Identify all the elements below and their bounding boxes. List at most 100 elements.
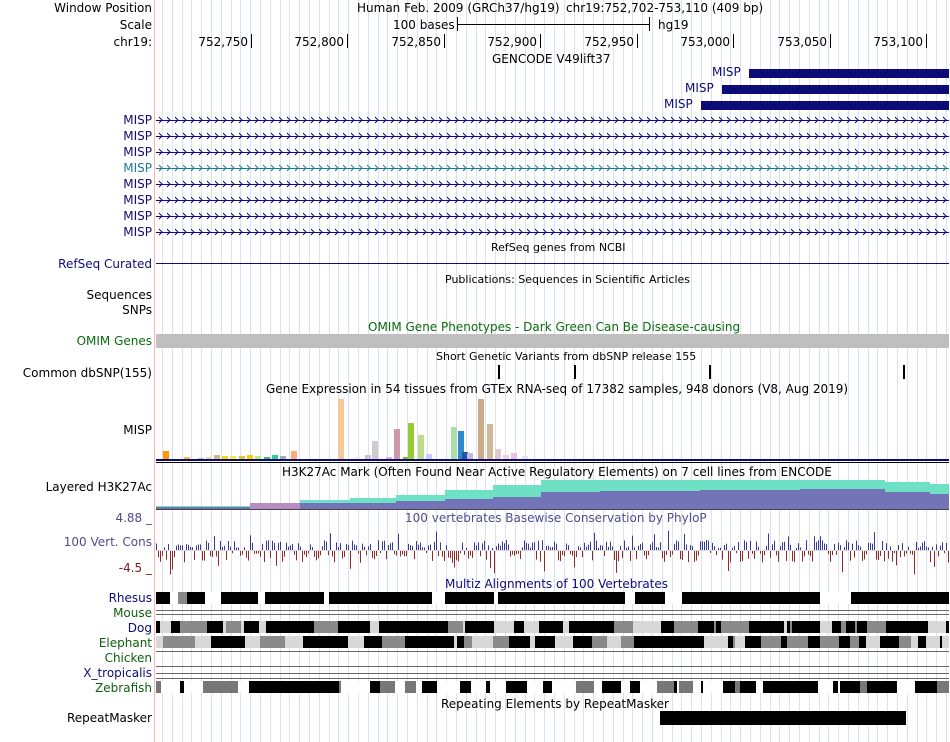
conservation-positive-bar: [278, 542, 279, 550]
conservation-positive-bar: [356, 545, 357, 550]
refseq-track-title: RefSeq genes from NCBI: [491, 241, 626, 254]
dbsnp-track-label[interactable]: Common dbSNP(155): [22, 366, 152, 380]
conservation-negative-bar: [944, 551, 945, 554]
alignment-block: [509, 636, 527, 648]
transcript-label[interactable]: MISP: [123, 177, 152, 191]
conservation-positive-bar: [818, 540, 819, 550]
conservation-positive-bar: [756, 541, 757, 550]
scale-bar-end: [649, 17, 650, 31]
conservation-positive-bar: [408, 543, 409, 550]
alignment-block: [187, 592, 189, 604]
conservation-positive-bar: [596, 540, 597, 550]
conservation-positive-bar: [190, 546, 191, 550]
species-label-elephant[interactable]: Elephant: [98, 636, 152, 650]
species-label-mouse[interactable]: Mouse: [113, 606, 152, 620]
repeatmasker-track-label[interactable]: RepeatMasker: [66, 711, 152, 725]
conservation-positive-bar: [626, 547, 627, 550]
alignment-block: [189, 592, 205, 604]
ruler-tick-mark: [347, 34, 348, 48]
alignment-block: [783, 636, 787, 648]
transcript-label[interactable]: MISP: [123, 113, 152, 127]
refseq-track-label[interactable]: RefSeq Curated: [58, 257, 152, 271]
alignment-block: [240, 592, 247, 604]
conservation-track-label[interactable]: 100 Vert. Cons: [63, 535, 152, 549]
conservation-negative-bar: [574, 551, 575, 568]
gtex-track-label[interactable]: MISP: [123, 423, 152, 437]
h3k27ac-track-label[interactable]: Layered H3K27Ac: [45, 480, 152, 494]
ruler-tick-mark: [733, 34, 734, 48]
alignment-block: [554, 621, 563, 633]
conservation-positive-bar: [826, 544, 827, 550]
alignment-block: [857, 621, 867, 633]
species-label-rhesus[interactable]: Rhesus: [108, 591, 152, 605]
species-label-chicken[interactable]: Chicken: [104, 651, 152, 665]
alignment-block: [265, 592, 268, 604]
conservation-negative-bar: [576, 551, 577, 558]
alignment-block: [166, 681, 180, 693]
alignment-block: [820, 621, 832, 633]
conservation-positive-bar: [590, 541, 591, 550]
conservation-positive-bar: [390, 543, 391, 550]
transcript-label[interactable]: MISP: [123, 225, 152, 239]
gencode-gene-label[interactable]: MISP: [685, 81, 714, 95]
conservation-positive-bar: [522, 547, 523, 550]
conservation-negative-bar: [306, 551, 307, 558]
transcript-label[interactable]: MISP: [123, 129, 152, 143]
base-grid-line: [299, 0, 300, 742]
conservation-negative-bar: [332, 551, 333, 557]
species-label-xtropicalis[interactable]: X_tropicalis: [83, 666, 152, 680]
gtex-tissue-bar: [230, 456, 236, 459]
base-grid-line: [730, 0, 731, 742]
alignment-block: [463, 621, 465, 633]
conservation-positive-bar: [628, 546, 629, 550]
conservation-positive-bar: [548, 545, 549, 550]
conservation-negative-bar: [480, 551, 481, 557]
conservation-positive-bar: [706, 540, 707, 550]
alignment-block: [333, 621, 338, 633]
gencode-gene-label[interactable]: MISP: [664, 97, 693, 111]
conservation-negative-bar: [458, 551, 459, 562]
alignment-block: [634, 636, 643, 648]
alignment-block: [562, 592, 566, 604]
conservation-negative-bar: [794, 551, 795, 562]
alignment-block: [635, 592, 644, 604]
sequences-track-label[interactable]: Sequences: [86, 288, 152, 302]
conservation-positive-bar: [436, 531, 437, 550]
conservation-positive-bar: [882, 541, 883, 550]
conservation-positive-bar: [310, 544, 311, 550]
conservation-negative-bar: [402, 551, 403, 555]
alignment-block: [661, 621, 672, 633]
species-label-zebrafish[interactable]: Zebrafish: [95, 681, 152, 695]
conservation-positive-bar: [650, 544, 651, 550]
conservation-positive-bar: [440, 542, 441, 550]
omim-gene-bar: [156, 334, 949, 348]
conservation-positive-bar: [338, 546, 339, 550]
alignment-block: [160, 621, 171, 633]
species-label-dog[interactable]: Dog: [127, 621, 152, 635]
conservation-negative-bar: [558, 551, 559, 561]
conservation-positive-bar: [822, 540, 823, 550]
alignment-block: [207, 621, 209, 633]
base-grid-line: [887, 0, 888, 742]
conservation-positive-bar: [612, 546, 613, 550]
conservation-positive-bar: [504, 543, 505, 550]
assembly-name: Human Feb. 2009 (GRCh37/hg19): [357, 1, 560, 15]
transcript-label[interactable]: MISP: [123, 193, 152, 207]
conservation-negative-bar: [592, 551, 593, 561]
conservation-negative-bar: [158, 551, 159, 558]
alignment-block: [316, 681, 323, 693]
omim-track-label[interactable]: OMIM Genes: [76, 334, 152, 348]
alignment-block: [210, 681, 226, 693]
gencode-gene-label[interactable]: MISP: [712, 65, 741, 79]
alignment-block: [592, 621, 611, 633]
conservation-negative-bar: [892, 551, 893, 562]
transcript-label[interactable]: MISP: [123, 209, 152, 223]
snps-track-label[interactable]: SNPs: [122, 303, 152, 317]
alignment-block: [341, 681, 352, 693]
alignment-block: [735, 681, 740, 693]
alignment-block: [882, 592, 894, 604]
transcript-label[interactable]: MISP: [123, 161, 152, 175]
conservation-negative-bar: [830, 551, 831, 562]
transcript-label[interactable]: MISP: [123, 145, 152, 159]
conservation-negative-bar: [682, 551, 683, 560]
